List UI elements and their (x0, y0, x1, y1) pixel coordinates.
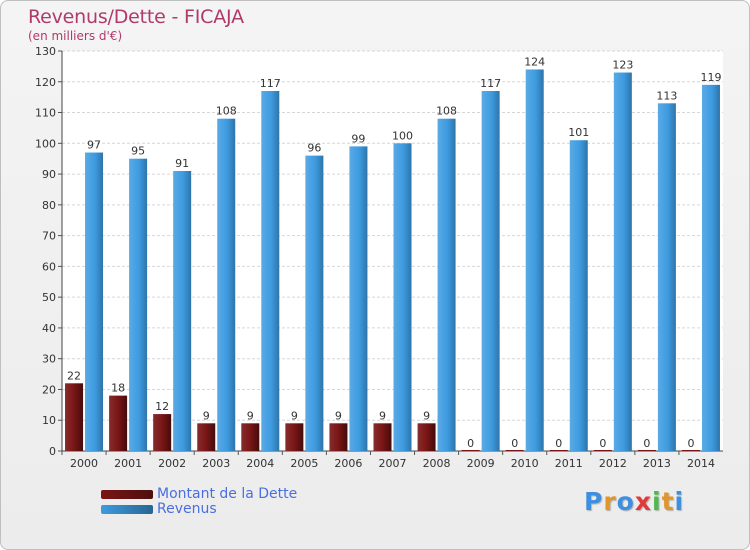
bar-revenus (525, 69, 544, 451)
bar-revenus (437, 118, 456, 451)
x-tick-label: 2003 (202, 457, 230, 470)
bar-dette (285, 423, 304, 451)
bar-revenus (173, 171, 192, 451)
data-label-revenus: 117 (480, 77, 501, 90)
y-tick-label: 80 (42, 199, 56, 212)
y-tick-label: 100 (35, 137, 56, 150)
bar-dette (241, 423, 260, 451)
y-tick-label: 30 (42, 353, 56, 366)
chart-title: Revenus/Dette - FICAJA (28, 6, 244, 28)
data-label-dette: 0 (467, 437, 474, 450)
data-label-revenus: 96 (307, 142, 321, 155)
bar-dette (153, 414, 172, 451)
bar-revenus (701, 84, 720, 451)
x-tick-label: 2000 (70, 457, 98, 470)
data-label-dette: 9 (203, 409, 210, 422)
bar-revenus (657, 103, 676, 452)
x-tick-label: 2011 (555, 457, 583, 470)
y-tick-label: 50 (42, 291, 56, 304)
x-tick-label: 2006 (334, 457, 362, 470)
y-tick-label: 120 (35, 76, 56, 89)
data-label-revenus: 124 (524, 55, 545, 68)
data-label-revenus: 97 (87, 139, 101, 152)
bar-revenus (261, 91, 280, 451)
y-tick-label: 40 (42, 322, 56, 335)
x-tick-label: 2012 (599, 457, 627, 470)
bar-dette (373, 423, 392, 451)
x-tick-label: 2013 (643, 457, 671, 470)
x-tick-label: 2014 (687, 457, 715, 470)
data-label-revenus: 95 (131, 145, 145, 158)
bar-revenus (349, 146, 368, 451)
plot-area (62, 51, 723, 451)
data-label-revenus: 123 (612, 59, 633, 72)
bar-revenus (569, 140, 588, 451)
x-tick-label: 2001 (114, 457, 142, 470)
bar-dette (417, 423, 436, 451)
data-label-dette: 9 (379, 409, 386, 422)
y-tick-label: 10 (42, 414, 56, 427)
legend-label-dette: Montant de la Dette (157, 486, 298, 502)
bar-dette (109, 395, 128, 451)
x-tick-label: 2002 (158, 457, 186, 470)
y-tick-label: 60 (42, 260, 56, 273)
data-label-dette: 9 (335, 409, 342, 422)
y-tick-label: 0 (49, 445, 56, 458)
bar-revenus (613, 72, 632, 452)
legend-item-revenus: Revenus (101, 501, 361, 518)
bar-revenus (217, 118, 236, 451)
x-tick-label: 2009 (467, 457, 495, 470)
y-tick-label: 70 (42, 230, 56, 243)
data-label-dette: 18 (111, 382, 125, 395)
data-label-dette: 9 (291, 409, 298, 422)
bar-dette (65, 383, 84, 451)
data-label-revenus: 117 (260, 77, 281, 90)
data-label-revenus: 119 (700, 71, 721, 84)
data-label-revenus: 108 (436, 105, 457, 118)
data-label-dette: 0 (643, 437, 650, 450)
x-tick-label: 2004 (246, 457, 274, 470)
chart-subtitle: (en milliers d'€) (28, 29, 123, 43)
data-label-revenus: 108 (216, 105, 237, 118)
bar-dette (197, 423, 216, 451)
legend-item-dette: Montant de la Dette (101, 486, 361, 503)
legend-swatch-dette (101, 490, 153, 499)
data-label-dette: 12 (155, 400, 169, 413)
bar-revenus (481, 91, 500, 451)
proxiti-logo: Proxiti (584, 487, 685, 516)
bar-revenus (393, 143, 412, 452)
data-label-revenus: 91 (175, 157, 189, 170)
y-tick-label: 20 (42, 383, 56, 396)
x-tick-label: 2007 (379, 457, 407, 470)
bar-dette (329, 423, 348, 451)
data-label-revenus: 100 (392, 129, 413, 142)
x-tick-label: 2010 (511, 457, 539, 470)
x-tick-label: 2008 (423, 457, 451, 470)
bar-revenus (85, 152, 104, 452)
data-label-dette: 0 (687, 437, 694, 450)
data-label-revenus: 113 (656, 89, 677, 102)
data-label-revenus: 99 (351, 132, 365, 145)
legend-swatch-revenus (101, 505, 153, 514)
y-tick-label: 110 (35, 107, 56, 120)
data-label-dette: 9 (247, 409, 254, 422)
data-label-revenus: 101 (568, 126, 589, 139)
data-label-dette: 0 (599, 437, 606, 450)
data-label-dette: 9 (423, 409, 430, 422)
legend-label-revenus: Revenus (157, 501, 217, 517)
data-label-dette: 0 (511, 437, 518, 450)
x-tick-label: 2005 (290, 457, 318, 470)
data-label-dette: 0 (555, 437, 562, 450)
bar-revenus (305, 155, 324, 451)
data-label-dette: 22 (67, 369, 81, 382)
y-tick-label: 90 (42, 168, 56, 181)
y-tick-label: 130 (35, 45, 56, 58)
bar-revenus (129, 158, 148, 451)
